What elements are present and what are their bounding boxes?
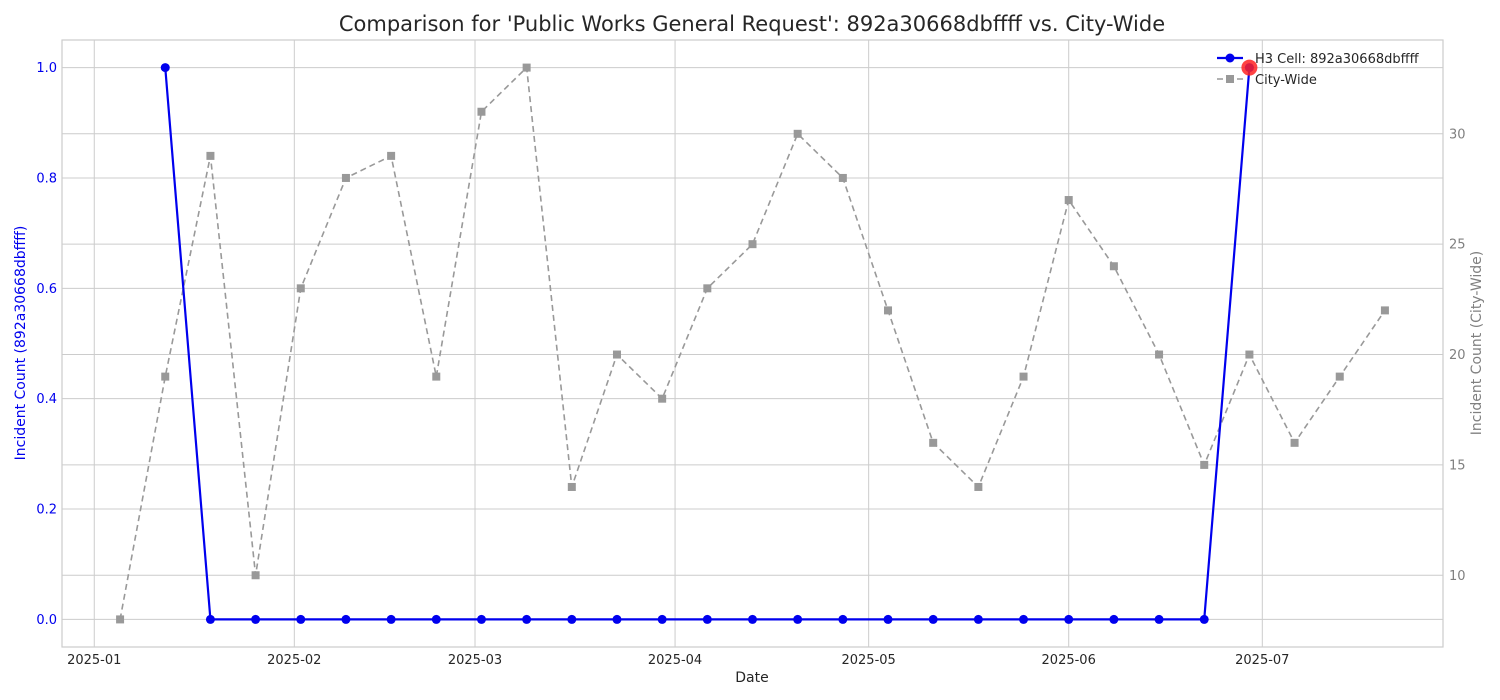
h3-cell-point (522, 614, 532, 624)
h3-cell-point (1019, 614, 1029, 624)
city-wide-point (1245, 350, 1254, 359)
h3-cell-point (386, 614, 396, 624)
y-right-tick-label: 10 (1449, 569, 1466, 584)
y-left-tick-label: 1.0 (36, 61, 57, 76)
city-wide-point (296, 284, 305, 293)
city-wide-point (1019, 372, 1028, 381)
x-tick-label: 2025-04 (648, 653, 702, 668)
h3-cell-point (296, 614, 306, 624)
city-wide-point (929, 438, 938, 447)
city-wide-point (1380, 306, 1389, 315)
h3-cell-point (160, 63, 170, 73)
chart-title: Comparison for 'Public Works General Req… (339, 12, 1165, 36)
city-wide-line (119, 65, 1386, 620)
y-right-tick-label: 15 (1449, 458, 1466, 473)
highlight-point (1241, 59, 1258, 76)
legend-h3-marker (1225, 53, 1235, 63)
city-wide-point (1200, 460, 1209, 469)
x-axis-ticks: 2025-01 2025-02 2025-03 2025-04 2025-05 2025-… (67, 653, 1289, 668)
x-tick-label: 2025-02 (267, 653, 321, 668)
city-wide-point (477, 107, 486, 116)
h3-cell-series (160, 63, 1254, 624)
x-axis-label: Date (735, 670, 768, 686)
left-y-axis-label: Incident Count (892a30668dbffff) (13, 226, 29, 461)
city-wide-point (1064, 196, 1073, 205)
city-wide-point (974, 482, 983, 491)
h3-cell-point (838, 614, 848, 624)
city-wide-series (116, 63, 1389, 624)
city-wide-point (1109, 262, 1118, 271)
city-wide-point (1155, 350, 1164, 359)
right-y-axis-ticks: 10 15 20 25 30 (1449, 127, 1466, 583)
h3-cell-point (1109, 614, 1119, 624)
y-left-tick-label: 0.8 (36, 171, 57, 186)
h3-cell-point (748, 614, 757, 624)
y-left-tick-label: 0.0 (36, 613, 57, 628)
y-left-tick-label: 0.4 (36, 392, 57, 407)
h3-cell-line (164, 67, 1251, 621)
h3-cell-point (431, 614, 441, 624)
h3-cell-point (883, 614, 893, 624)
city-wide-point (793, 129, 802, 138)
h3-cell-point (973, 614, 983, 624)
y-left-tick-label: 0.6 (36, 282, 57, 297)
city-wide-point (567, 482, 576, 491)
city-wide-point (522, 63, 531, 72)
city-wide-point (432, 372, 441, 381)
h3-cell-point (612, 614, 622, 624)
city-wide-point (1290, 438, 1299, 447)
plot-frame (61, 39, 1444, 648)
x-tick-label: 2025-03 (448, 653, 502, 668)
legend-city-marker (1226, 75, 1234, 83)
grid-lines (62, 40, 1443, 647)
h3-cell-point (1064, 614, 1074, 624)
legend-h3-label: H3 Cell: 892a30668dbffff (1255, 52, 1420, 67)
x-tick-label: 2025-07 (1235, 653, 1289, 668)
right-y-axis-label: Incident Count (City-Wide) (1469, 251, 1485, 435)
city-wide-point (387, 151, 396, 160)
city-wide-point (884, 306, 893, 315)
left-y-axis-ticks: 0.0 0.2 0.4 0.6 0.8 1.0 (36, 61, 57, 628)
city-wide-point (838, 173, 847, 182)
h3-cell-point (567, 614, 577, 624)
city-wide-point (748, 240, 757, 249)
h3-cell-point (702, 614, 712, 624)
city-wide-point (161, 372, 170, 381)
city-wide-point (1335, 372, 1344, 381)
city-wide-point (206, 151, 215, 160)
h3-cell-point (657, 614, 667, 624)
h3-cell-point (1154, 614, 1164, 624)
h3-cell-point (205, 614, 215, 624)
x-tick-label: 2025-05 (841, 653, 895, 668)
h3-cell-point (476, 614, 486, 624)
city-wide-point (341, 173, 350, 182)
h3-cell-point (341, 614, 351, 624)
h3-cell-point (251, 614, 261, 624)
h3-cell-point (928, 614, 938, 624)
h3-cell-point (1199, 614, 1209, 624)
y-right-tick-label: 25 (1449, 238, 1466, 253)
legend: H3 Cell: 892a30668dbffff City-Wide (1217, 52, 1420, 88)
y-left-tick-label: 0.2 (36, 503, 57, 518)
x-tick-label: 2025-06 (1042, 653, 1096, 668)
city-wide-point (703, 284, 712, 293)
highlight-layer (1241, 59, 1258, 76)
legend-city-label: City-Wide (1255, 73, 1317, 88)
city-wide-point (658, 394, 667, 403)
city-wide-point (116, 615, 125, 624)
h3-cell-point (793, 614, 803, 624)
city-wide-point (251, 571, 260, 580)
city-wide-point (612, 350, 621, 359)
y-right-tick-label: 20 (1449, 348, 1466, 363)
x-tick-label: 2025-01 (67, 653, 121, 668)
y-right-tick-label: 30 (1449, 127, 1466, 142)
